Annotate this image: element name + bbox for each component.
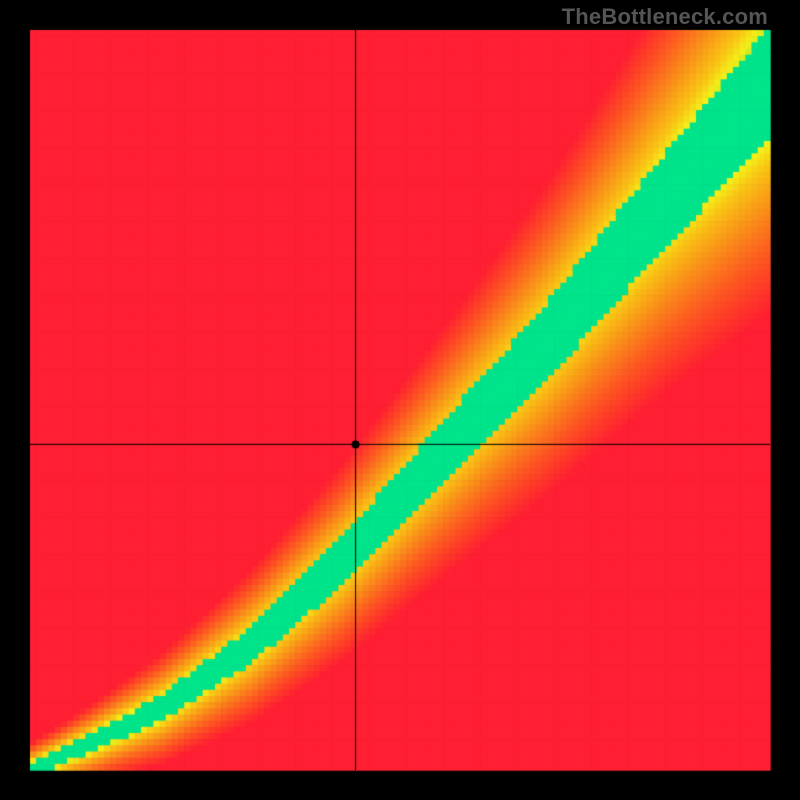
chart-container: TheBottleneck.com <box>0 0 800 800</box>
heatmap-canvas <box>0 0 800 800</box>
watermark-text: TheBottleneck.com <box>562 4 768 30</box>
